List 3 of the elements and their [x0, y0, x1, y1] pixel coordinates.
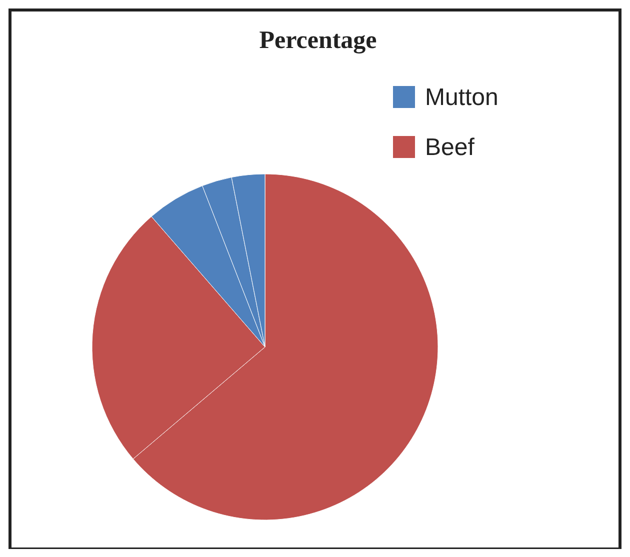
legend-label: Beef	[425, 134, 475, 161]
chart-title: Percentage	[259, 27, 377, 54]
legend-label: Mutton	[425, 84, 498, 111]
